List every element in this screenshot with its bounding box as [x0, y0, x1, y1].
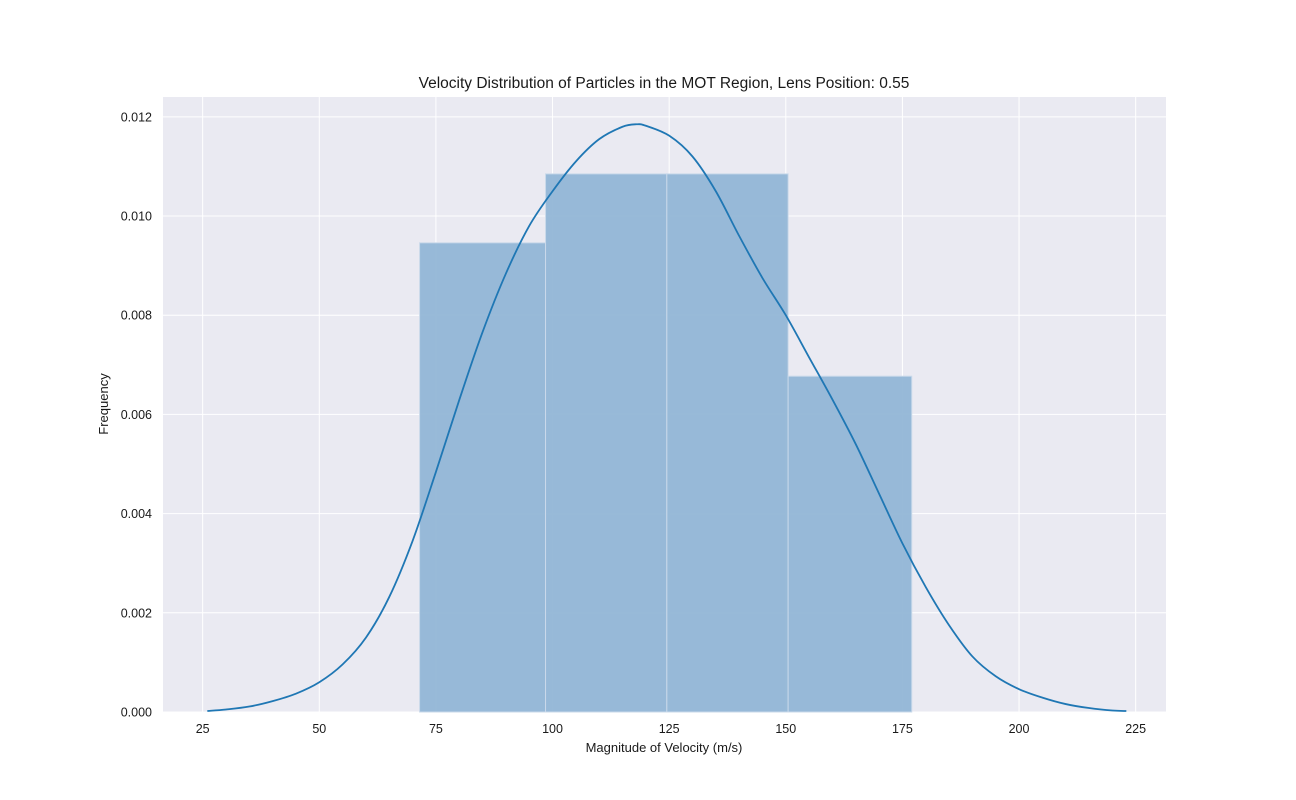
y-tick-label: 0.000: [121, 706, 152, 720]
histogram-bars: [419, 173, 913, 713]
chart-title: Velocity Distribution of Particles in th…: [419, 75, 910, 92]
y-tick-label: 0.006: [121, 408, 152, 422]
x-tick-labels: 25 50 75 100 125 150 175 200 225: [196, 722, 1146, 736]
x-tick-label: 125: [659, 722, 680, 736]
histogram-bar: [419, 242, 547, 713]
x-tick-label: 225: [1125, 722, 1146, 736]
kde-curve: [207, 123, 1127, 712]
x-tick-label: 200: [1009, 722, 1030, 736]
histogram-bar: [545, 173, 668, 713]
y-axis-label: Frequency: [96, 373, 111, 435]
x-tick-label: 75: [429, 722, 443, 736]
x-axis-label: Magnitude of Velocity (m/s): [586, 740, 743, 755]
x-tick-label: 50: [312, 722, 326, 736]
y-tick-label: 0.004: [121, 507, 152, 521]
histogram-bar: [666, 173, 789, 713]
x-tick-label: 100: [542, 722, 563, 736]
histogram-bar: [787, 375, 913, 713]
x-tick-label: 175: [892, 722, 913, 736]
x-tick-label: 150: [775, 722, 796, 736]
y-tick-label: 0.012: [121, 110, 152, 124]
y-tick-label: 0.002: [121, 606, 152, 620]
y-tick-labels: 0.000 0.002 0.004 0.006 0.008 0.010 0.012: [121, 110, 152, 719]
x-tick-label: 25: [196, 722, 210, 736]
y-tick-label: 0.010: [121, 210, 152, 224]
y-tick-label: 0.008: [121, 309, 152, 323]
